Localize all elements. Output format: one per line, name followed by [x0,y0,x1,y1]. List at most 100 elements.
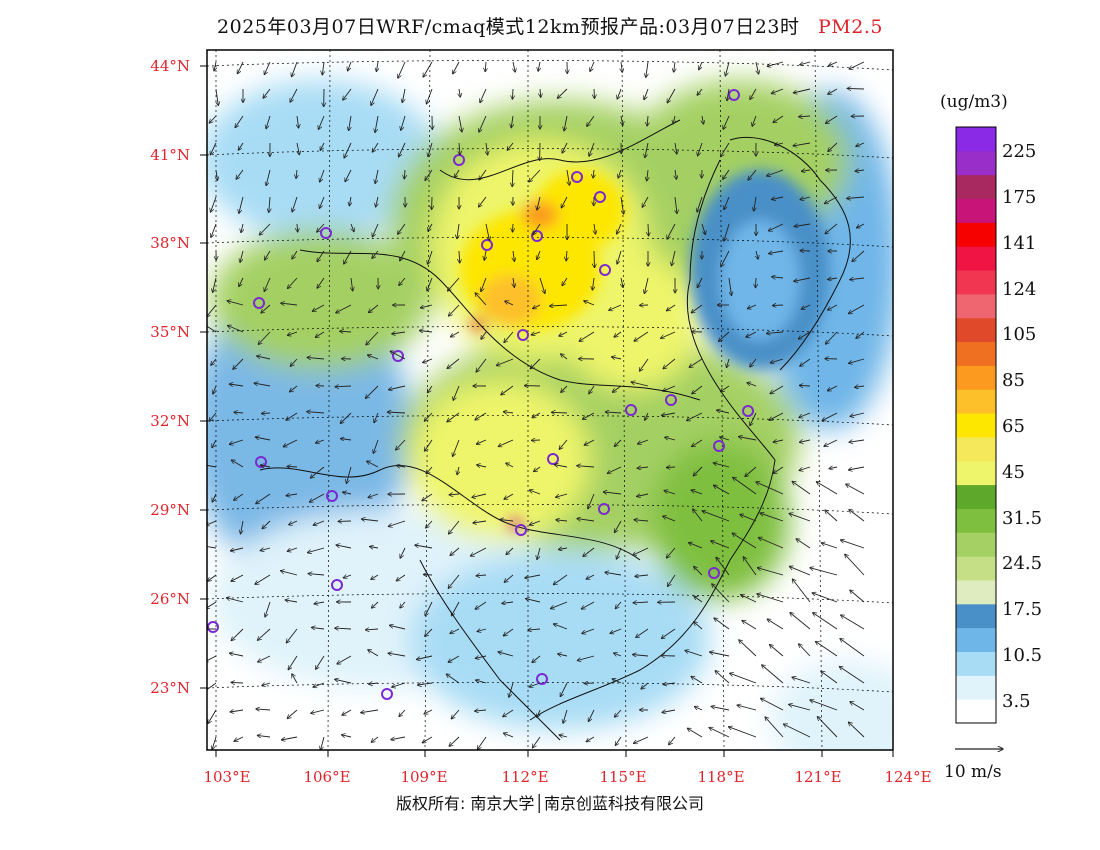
wind-arrow [824,439,838,446]
wind-arrow [286,494,298,496]
wind-arrow [537,547,541,560]
wind-arrow [207,655,217,662]
wind-arrow [475,293,487,306]
title-text: 2025年03月07日WRF/cmaq模式12km预报产品:03月07日23时 [217,16,800,38]
wind-arrow [849,358,865,363]
wind-arrow [239,196,244,213]
colorbar-swatch [956,675,996,700]
colorbar-swatch [956,508,996,533]
wind-arrow [241,520,244,534]
wind-arrow [257,628,271,640]
wind-arrow [454,169,460,178]
wind-arrow [231,460,244,468]
wind-arrow [810,700,838,711]
wind-arrow [317,250,325,262]
wind-arrow [258,655,271,662]
wind-arrow [559,331,568,336]
wind-arrow [723,115,730,129]
wind-arrow [391,736,406,740]
wind-arrow [710,652,730,657]
wind-arrow [561,354,568,360]
wind-arrow [631,382,649,387]
wind-arrow [672,250,676,266]
wind-arrow [351,223,354,232]
wind-arrow [792,677,811,684]
wind-arrow [335,679,352,684]
wind-arrow [210,142,217,155]
wind-arrow [428,250,433,264]
wind-arrow [800,61,811,65]
wind-arrow [226,598,244,603]
wind-arrow [589,385,595,394]
wind-arrow [280,571,298,576]
colorbar-label: 225 [1002,141,1037,162]
wind-arrow [234,412,244,413]
colorbar-swatch [956,150,996,176]
colorbar-swatch [956,556,996,581]
wind-arrow [453,61,460,74]
wind-arrow [398,223,406,234]
wind-arrow [767,619,784,630]
wind-arrow [609,304,622,310]
wind-arrow [365,385,379,398]
wind-arrow [714,618,730,630]
wind-arrow [724,196,730,210]
graticule [207,50,893,750]
wind-arrow [728,727,757,738]
wind-arrow [614,520,622,533]
wind-arrow [266,115,271,129]
wind-arrow [451,601,460,616]
wind-arrow [850,702,865,711]
wind-arrow [238,142,244,150]
wind-arrow [816,482,838,495]
wind-arrow [641,682,649,689]
wind-arrow [288,277,298,289]
wind-arrow [289,520,298,525]
wind-arrow [260,548,271,551]
wind-arrow [767,169,784,176]
wind-arrow [711,541,730,549]
wind-arrow [343,575,352,578]
wind-arrow [711,706,730,711]
wind-arrow [828,142,838,152]
colorbar [956,127,996,724]
wind-arrow [392,332,406,334]
wind-arrow [313,682,325,687]
wind-arrow [503,628,514,636]
colorbar-label: 17.5 [1002,599,1043,620]
wind-arrow [453,439,460,457]
wind-arrow [292,196,298,212]
wind-arrow [342,709,352,715]
wind-arrow [498,439,514,447]
wind-arrow [721,250,730,267]
wind-arrow [747,304,757,309]
wind-arrow [701,223,705,235]
wind-arrow [451,709,460,719]
wind-arrow [564,115,568,131]
wind-arrow [644,88,649,100]
wind-arrow [799,116,811,117]
wind-arrow [752,115,757,126]
wind-arrow [311,627,325,629]
wind-arrow [761,698,784,711]
wind-arrow [365,629,379,630]
colorbar-label: 105 [1002,324,1037,345]
wind-arrow [257,735,271,737]
wind-arrow [233,358,244,369]
lat-label-32: 32°N [150,412,190,430]
wind-arrow [697,88,703,95]
wind-arrow [476,358,487,372]
wind-arrow [742,620,757,630]
wind-arrow [594,250,595,268]
wind-arrow [424,709,433,714]
wind-arrow [577,655,595,661]
wind-arrow [662,710,676,713]
wind-arrow [551,412,568,413]
wind-arrow [537,709,540,718]
wind-arrow [214,61,216,71]
wind-arrow [593,169,594,178]
wind-arrow [513,277,514,287]
wind-arrow [211,223,217,237]
wind-arrow [207,546,217,549]
